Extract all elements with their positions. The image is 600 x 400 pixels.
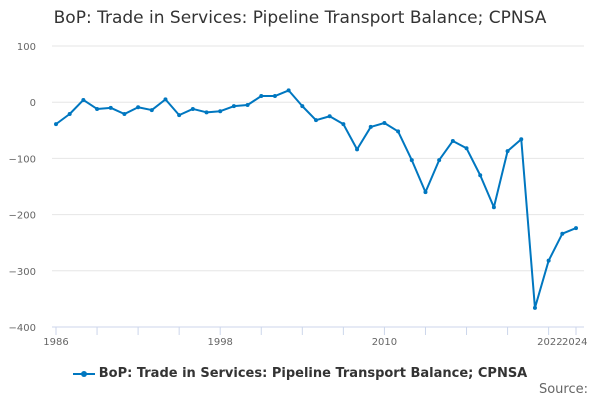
data-point [136, 105, 141, 110]
data-point [450, 138, 455, 143]
data-point [355, 147, 360, 152]
data-point [272, 94, 277, 99]
data-point [409, 158, 414, 163]
y-tick-label: −400 [9, 323, 36, 334]
data-point [204, 110, 209, 115]
data-point [231, 104, 236, 109]
data-point [122, 112, 127, 117]
legend-swatch [72, 370, 95, 377]
data-point [67, 112, 72, 117]
x-tick-label: 2024 [562, 337, 587, 348]
data-point [464, 146, 469, 151]
data-point [519, 137, 524, 142]
data-point [560, 231, 565, 236]
y-tick-label: −100 [9, 154, 36, 165]
data-point [423, 190, 428, 195]
data-point [245, 103, 250, 108]
data-point [95, 106, 100, 111]
data-point [286, 88, 291, 93]
data-point [108, 105, 113, 110]
y-tick-label: 0 [30, 98, 36, 109]
data-point [190, 106, 195, 111]
y-tick-label: −200 [9, 211, 36, 222]
data-point [546, 258, 551, 263]
x-tick-label: 1986 [43, 337, 68, 348]
data-point [259, 94, 264, 99]
data-point [437, 158, 442, 163]
series-line [55, 89, 577, 309]
data-point [54, 122, 58, 127]
legend-label: BoP: Trade in Services: Pipeline Transpo… [98, 366, 528, 381]
data-point [218, 109, 223, 114]
data-point [81, 97, 86, 102]
x-tick-label: 2010 [372, 337, 397, 348]
data-point [163, 97, 168, 102]
y-tick-label: −300 [9, 267, 36, 278]
data-point [368, 124, 373, 129]
legend[interactable]: BoP: Trade in Services: Pipeline Transpo… [0, 366, 600, 381]
data-point [300, 104, 305, 109]
x-tick-label: 1998 [207, 337, 232, 348]
data-point [327, 114, 332, 119]
data-point [505, 149, 510, 154]
source-label: Source: [538, 382, 588, 397]
data-point [177, 113, 182, 118]
data-point [396, 129, 401, 134]
x-tick-label: 2022 [537, 337, 562, 348]
data-point [532, 305, 537, 310]
data-point [149, 108, 154, 113]
data-point [382, 120, 387, 125]
data-point [574, 226, 578, 231]
y-tick-label: 100 [17, 42, 36, 53]
data-point [478, 173, 483, 178]
chart-title: BoP: Trade in Services: Pipeline Transpo… [53, 8, 547, 28]
data-point [491, 205, 496, 210]
data-point [341, 122, 346, 127]
data-point [314, 118, 318, 123]
